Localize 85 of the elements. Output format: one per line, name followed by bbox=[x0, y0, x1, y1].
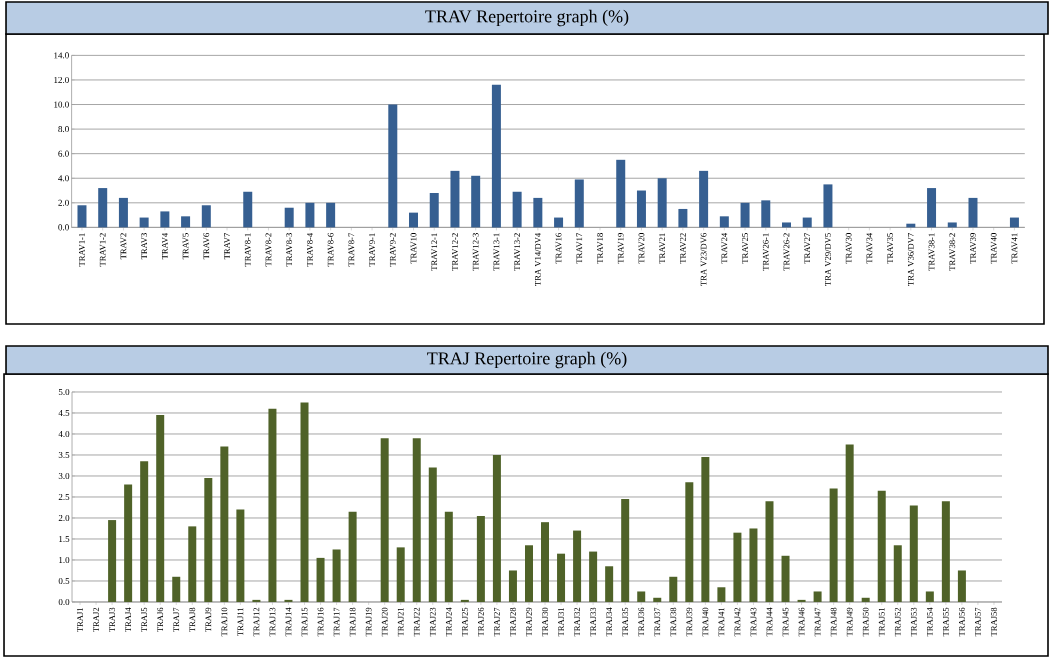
bar bbox=[396, 547, 405, 602]
bar bbox=[316, 557, 325, 602]
bar bbox=[823, 184, 833, 228]
bar bbox=[471, 175, 481, 228]
bar bbox=[893, 545, 902, 602]
bar bbox=[701, 457, 710, 602]
bar bbox=[108, 520, 117, 602]
bar bbox=[533, 197, 543, 228]
bar bbox=[574, 179, 584, 228]
bar bbox=[927, 188, 937, 228]
bar bbox=[491, 84, 501, 228]
bar bbox=[476, 515, 485, 602]
bar bbox=[201, 205, 211, 228]
bar bbox=[554, 217, 564, 228]
bar bbox=[305, 202, 315, 228]
bar bbox=[637, 591, 646, 602]
bar bbox=[428, 467, 437, 602]
bar bbox=[749, 528, 758, 602]
bar bbox=[541, 522, 550, 602]
bar bbox=[829, 488, 838, 602]
bar bbox=[77, 205, 87, 228]
bar bbox=[326, 202, 336, 228]
bar bbox=[909, 505, 918, 602]
bar bbox=[719, 216, 729, 228]
bar bbox=[160, 211, 170, 228]
bar bbox=[380, 438, 389, 602]
bar bbox=[813, 591, 822, 602]
bar bbox=[492, 454, 501, 602]
bar bbox=[573, 530, 582, 602]
bar bbox=[236, 509, 245, 602]
bar bbox=[284, 207, 294, 228]
bar bbox=[512, 191, 522, 228]
bar bbox=[678, 208, 688, 228]
bar bbox=[717, 587, 726, 602]
bar bbox=[802, 217, 812, 228]
bar bbox=[669, 576, 678, 602]
bar bbox=[348, 511, 357, 602]
bar bbox=[139, 217, 149, 228]
bar bbox=[740, 202, 750, 228]
bar bbox=[412, 438, 421, 602]
bar bbox=[524, 545, 533, 602]
bar bbox=[300, 402, 309, 602]
bar bbox=[636, 190, 646, 228]
bar bbox=[941, 501, 950, 602]
bar bbox=[172, 576, 181, 602]
bar bbox=[947, 222, 957, 228]
bar bbox=[1009, 217, 1019, 228]
bar bbox=[450, 170, 460, 228]
chart-title: TRAV Repertoire graph (%) bbox=[425, 9, 629, 27]
bar bbox=[181, 216, 191, 228]
bar bbox=[388, 104, 398, 228]
bar bbox=[733, 532, 742, 602]
bar bbox=[124, 484, 133, 602]
bar bbox=[156, 415, 165, 602]
bar bbox=[409, 212, 419, 228]
bar bbox=[845, 444, 854, 602]
bar bbox=[605, 566, 614, 602]
bar bbox=[243, 191, 253, 228]
bar bbox=[968, 197, 978, 228]
bar bbox=[268, 408, 277, 602]
bar bbox=[765, 501, 774, 602]
bar bbox=[781, 555, 790, 602]
bar bbox=[220, 446, 229, 602]
bar bbox=[508, 570, 517, 602]
bar bbox=[657, 178, 667, 228]
bar bbox=[877, 490, 886, 602]
bar bbox=[782, 222, 791, 228]
bar bbox=[957, 570, 966, 602]
bar bbox=[204, 478, 213, 602]
bar bbox=[118, 197, 128, 228]
bar bbox=[98, 188, 108, 228]
bar bbox=[557, 553, 566, 602]
bar bbox=[589, 551, 598, 602]
bar bbox=[140, 461, 149, 602]
chart-title: TRAJ Repertoire graph (%) bbox=[427, 351, 627, 369]
bar bbox=[332, 549, 341, 602]
bar bbox=[621, 499, 630, 602]
bar bbox=[444, 511, 453, 602]
bar bbox=[925, 591, 934, 602]
bar bbox=[699, 170, 709, 228]
bar bbox=[616, 159, 626, 228]
bar bbox=[429, 192, 439, 228]
bar bbox=[761, 200, 771, 228]
bar bbox=[188, 526, 197, 602]
bar bbox=[685, 482, 694, 602]
